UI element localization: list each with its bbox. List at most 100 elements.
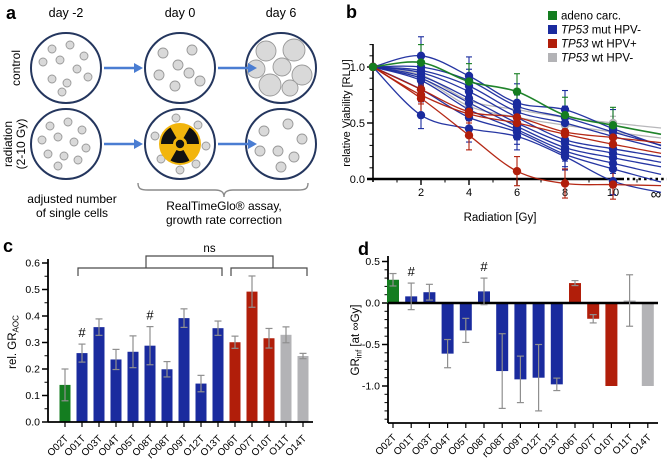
cell-colony-dot xyxy=(191,159,201,169)
data-point xyxy=(560,152,570,161)
cell-colony-dot xyxy=(296,133,308,145)
hash-mark: # xyxy=(146,308,154,323)
data-point xyxy=(464,77,474,86)
cell-colony-dot xyxy=(172,59,184,71)
y-axis-title-main: GR xyxy=(350,358,362,375)
caption-assay: RealTimeGlo® assay, xyxy=(166,199,282,213)
cell-colony-dot xyxy=(183,67,195,79)
bar-O13T xyxy=(212,328,224,422)
data-point xyxy=(416,51,426,60)
data-point xyxy=(416,76,426,85)
panel-b-letter: b xyxy=(346,2,357,22)
arrow-head-icon xyxy=(248,63,257,73)
data-point xyxy=(608,164,618,174)
y-tick-label: 0.5 xyxy=(350,118,365,130)
data-point xyxy=(464,87,474,96)
bar-O02T xyxy=(59,384,71,422)
cell-colony-dot xyxy=(272,57,292,77)
y-axis-title-post: [at ∞Gy] xyxy=(350,305,362,350)
legend-label-italic: TP53 xyxy=(561,39,589,51)
bar-O11T xyxy=(280,334,292,422)
row-label-control: control xyxy=(9,50,23,86)
bar-O06T xyxy=(569,283,581,303)
significance-bracket xyxy=(230,267,308,276)
bar-rO08T xyxy=(161,369,173,422)
x-tick-label: 2 xyxy=(418,187,424,199)
cell-colony-dot xyxy=(57,87,67,97)
y-tick-label: 0.3 xyxy=(25,337,40,349)
data-point xyxy=(608,180,618,189)
cell-colony-dot xyxy=(156,154,166,164)
bar-O10T xyxy=(605,303,618,386)
data-point xyxy=(368,62,378,72)
bar-O03T xyxy=(93,327,105,422)
cell-colony-dot xyxy=(175,165,185,175)
bar-O05T xyxy=(127,351,139,422)
cell-colony-dot xyxy=(171,113,181,123)
y-axis-title-sub: AOC xyxy=(12,315,21,333)
y-tick-label: -1.0 xyxy=(362,381,380,393)
cell-colony-dot xyxy=(72,64,82,74)
day-label: day 0 xyxy=(165,6,196,20)
day-label: day -2 xyxy=(49,6,84,20)
data-point xyxy=(608,140,618,149)
data-point xyxy=(608,121,618,130)
cell-colony-dot xyxy=(45,121,55,131)
panel-d-letter: d xyxy=(358,239,369,259)
data-point xyxy=(464,124,474,133)
y-tick-label: 0.6 xyxy=(25,258,40,270)
cell-colony-dot xyxy=(186,44,198,56)
bar-O09T xyxy=(178,318,190,422)
cell-colony-dot xyxy=(258,73,282,97)
data-point xyxy=(464,109,474,119)
cell-colony-dot xyxy=(275,161,287,173)
ns-label: ns xyxy=(203,243,215,255)
cell-colony-dot xyxy=(38,57,48,67)
y-axis-title: GRinf [at ∞Gy] xyxy=(350,305,364,376)
cell-colony-dot xyxy=(282,38,306,62)
cell-colony-dot xyxy=(59,151,69,161)
cell-colony-dot xyxy=(37,135,47,145)
cell-colony-dot xyxy=(157,47,169,59)
data-point xyxy=(560,110,570,120)
arrow-head-icon xyxy=(134,139,143,149)
radiation-blade-icon xyxy=(170,150,190,163)
cell-colony-dot xyxy=(258,125,270,137)
cell-colony-dot xyxy=(272,145,284,157)
cell-colony-dot xyxy=(194,75,206,87)
y-tick-label: 0.5 xyxy=(25,284,40,296)
cell-colony-dot xyxy=(47,74,57,84)
bar-O08T xyxy=(144,345,156,422)
legend-swatch xyxy=(548,11,557,20)
panel-a-letter: a xyxy=(6,3,17,23)
caption-single-cells: of single cells xyxy=(36,206,108,220)
cell-colony-dot xyxy=(153,69,165,81)
cell-colony-dot xyxy=(53,161,63,171)
x-axis-title: Radiation [Gy] xyxy=(464,212,537,224)
hash-mark: # xyxy=(408,264,416,279)
y-tick-label: 0.2 xyxy=(25,364,40,376)
radiation-center-icon xyxy=(175,139,185,149)
arrow-head-icon xyxy=(248,139,257,149)
panel-c-gr-aoc-bar-chart: 0.00.10.20.30.40.50.6O02TO01TO03TO04TO05… xyxy=(7,243,313,461)
bar-O14T xyxy=(297,356,309,422)
hash-mark: # xyxy=(78,325,86,340)
cell-colony-dot xyxy=(291,64,313,86)
y-axis-title: rel. GRAOC xyxy=(7,315,21,369)
legend-label: TP53 wt HPV- xyxy=(561,53,633,65)
bar-O12T xyxy=(195,383,207,422)
caption-adjusted-number: adjusted number xyxy=(27,192,116,206)
y-tick-label: 0.4 xyxy=(25,311,40,323)
legend-swatch xyxy=(548,39,557,48)
cell-colony-dot xyxy=(254,145,266,157)
legend-label-italic: TP53 xyxy=(561,25,589,37)
bar-O04T xyxy=(441,303,454,354)
category-label: O10T xyxy=(592,432,617,457)
legend-label-text: mut HPV- xyxy=(589,25,642,37)
legend-label-text: adeno carc. xyxy=(561,11,621,23)
cell-colony-dot xyxy=(53,132,63,142)
legend-label-italic: TP53 xyxy=(561,53,589,65)
y-tick-label: 1.0 xyxy=(350,62,365,74)
cell-colony-dot xyxy=(63,117,73,127)
cell-colony-dot xyxy=(73,155,83,165)
